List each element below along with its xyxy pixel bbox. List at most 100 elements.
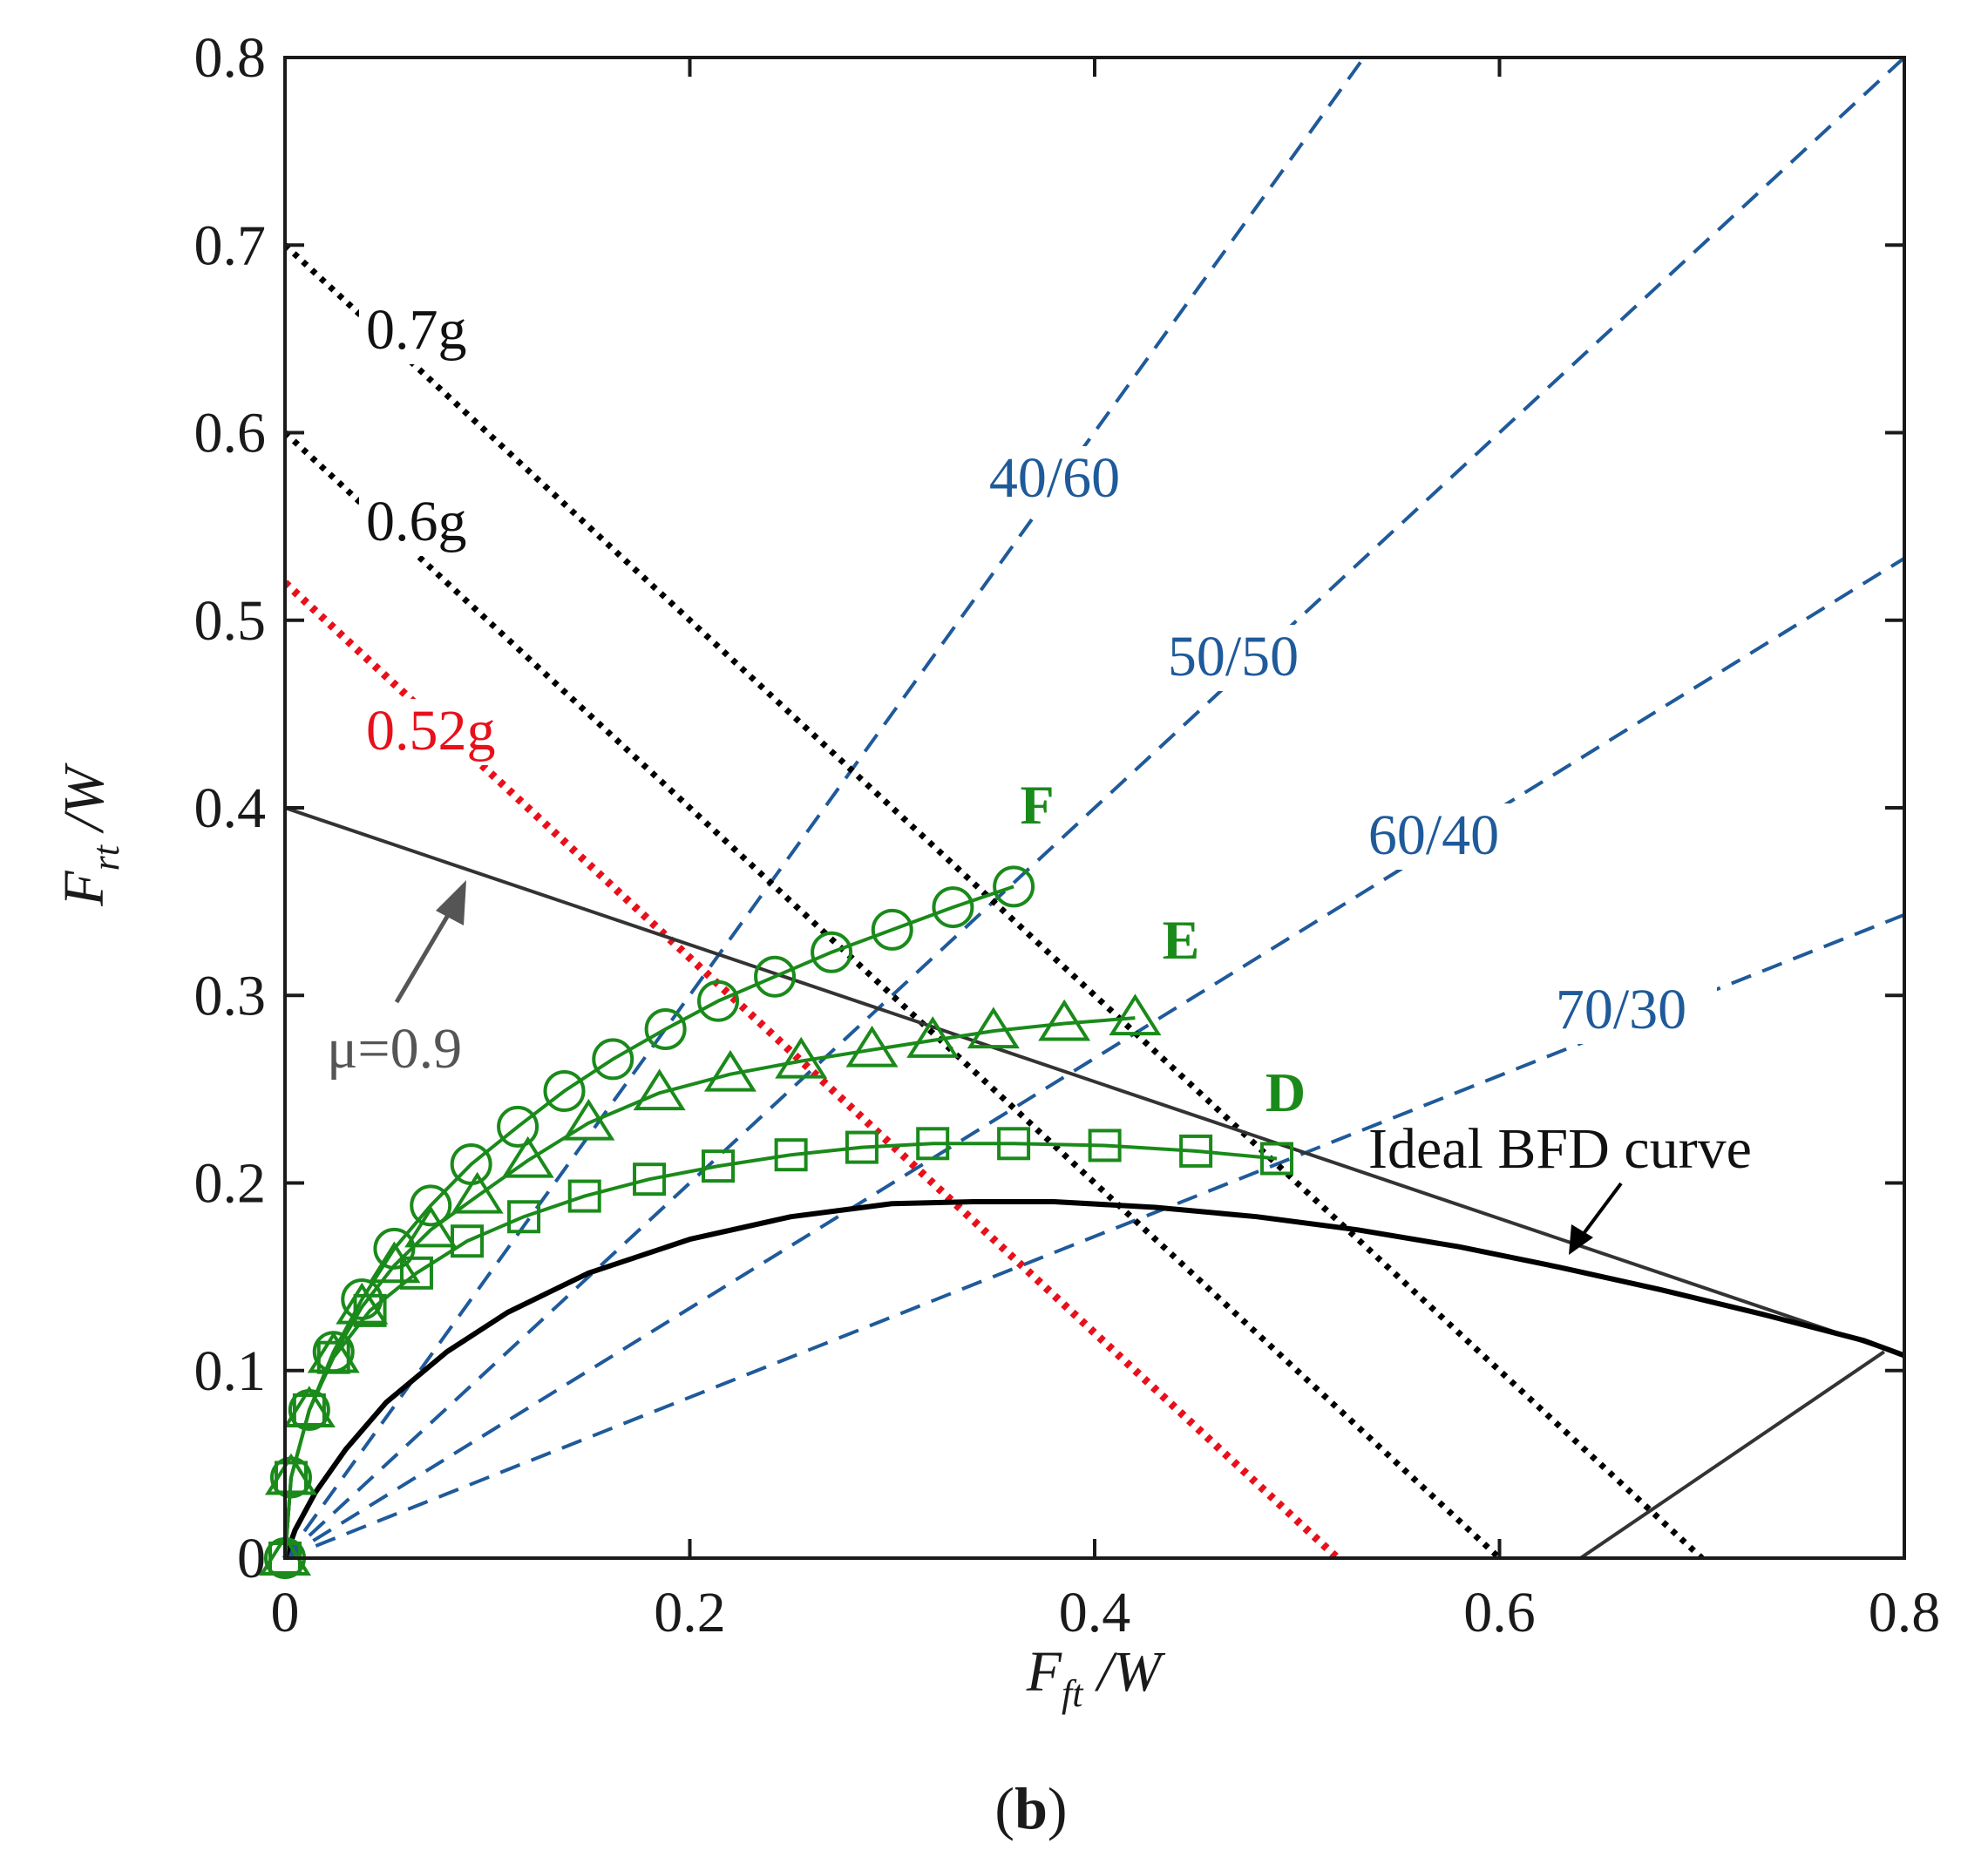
decel-label-bg-1 — [359, 490, 499, 556]
ideal-curve-label: Ideal BFD curve — [1368, 1117, 1752, 1181]
ratio-label-bg-3 — [1525, 978, 1717, 1044]
friction-label: μ=0.9 — [327, 1017, 462, 1081]
series-D-point-3 — [316, 1340, 350, 1374]
series-F-point-11 — [644, 1007, 687, 1050]
ratio-lines — [285, 58, 1904, 1558]
series-E — [258, 993, 1162, 1576]
x-tick-label: 0.2 — [654, 1581, 726, 1644]
decel-label-bg-0 — [359, 298, 499, 364]
x-axis-label: Fft /W — [1026, 1640, 1166, 1715]
y-axis-label-main: F — [52, 871, 116, 907]
series-F-point-9 — [543, 1070, 586, 1113]
data-series — [258, 865, 1294, 1579]
decel-line-0-7g — [285, 242, 1705, 1558]
y-tick-label: 0.8 — [194, 26, 267, 90]
series-F-point-13 — [754, 955, 797, 998]
series-D-point-17 — [1260, 1142, 1294, 1176]
x-tick-label: 0 — [271, 1581, 300, 1644]
y-tick-label: 0.6 — [194, 402, 267, 465]
series-D-point-4 — [353, 1293, 387, 1327]
ideal-curve-arrow-shaft — [1576, 1182, 1623, 1244]
tick-labels: 0 0.2 0.4 0.6 0.8 0 0.1 0.2 0.3 0.4 0.5 0.6 0.7 0.8 — [194, 26, 1941, 1644]
ratio-label-bg-1 — [1137, 625, 1329, 691]
friction-arrow-shaft — [394, 905, 456, 1004]
ratio-label: 70/30 — [1556, 978, 1686, 1041]
ratio-label-bg-0 — [959, 446, 1150, 512]
y-axis-label-sub: rt — [85, 844, 127, 871]
series-F-point-6 — [410, 1184, 452, 1227]
ratio-label: 60/40 — [1368, 803, 1499, 867]
y-tick-label: 0.3 — [194, 964, 267, 1027]
series-E-point-11 — [703, 1049, 757, 1092]
series-label: F — [1020, 774, 1054, 836]
ideal-curve-arrow-head — [1569, 1224, 1593, 1255]
caption-letter: b — [1014, 1775, 1048, 1841]
x-axis-label-rest: /W — [1082, 1640, 1165, 1704]
y-tick-label: 0.2 — [194, 1152, 267, 1216]
caption-paren-close: ) — [1048, 1775, 1068, 1841]
series-E-point-7 — [451, 1171, 504, 1214]
ratio-line-40-60 — [285, 58, 1366, 1558]
series-F-point-15 — [871, 908, 913, 951]
series-D-point-9 — [633, 1162, 667, 1196]
friction-line — [285, 806, 1904, 1558]
series-F-point-12 — [697, 979, 740, 1022]
ratio-line-70-30 — [285, 912, 1904, 1558]
series-D-point-6 — [451, 1224, 485, 1258]
y-tick-label: 0 — [237, 1527, 266, 1590]
series-F-point-14 — [811, 931, 853, 973]
y-tick-label: 0.4 — [194, 776, 267, 840]
ratio-label: 40/60 — [989, 446, 1120, 510]
x-tick-label: 0.6 — [1463, 1581, 1536, 1644]
series-E-point-16 — [1038, 999, 1091, 1041]
series-E-point-13 — [845, 1025, 899, 1068]
series-E-point-17 — [1109, 993, 1162, 1036]
series-D-point-13 — [916, 1127, 950, 1161]
series-D-point-7 — [507, 1200, 541, 1234]
decel-label: 0.7g — [366, 298, 467, 362]
series-D-point-12 — [845, 1130, 879, 1164]
y-axis-label: Frt /W — [52, 763, 127, 907]
deceleration-lines — [285, 242, 1705, 1558]
series-F-point-16 — [932, 886, 974, 929]
x-axis-label-main: F — [1026, 1640, 1062, 1704]
series-E-point-14 — [906, 1016, 960, 1058]
ideal-bfd-curve — [282, 1199, 1906, 1560]
x-tick-label: 0.4 — [1059, 1581, 1131, 1644]
series-D-point-8 — [567, 1179, 601, 1213]
caption-paren-open: ( — [994, 1775, 1014, 1841]
decel-label: 0.6g — [366, 490, 467, 553]
plot-axes — [283, 56, 1906, 1560]
ratio-line-60-40 — [285, 557, 1904, 1558]
series-D — [268, 1127, 1294, 1575]
series-E-point-8 — [501, 1135, 554, 1178]
series-D-point-5 — [399, 1256, 433, 1290]
series-E-point-9 — [562, 1098, 615, 1141]
x-tick-label: 0.8 — [1869, 1581, 1941, 1644]
x-axis-label-sub: ft — [1062, 1672, 1084, 1715]
ratio-line-50-50 — [285, 58, 1904, 1558]
figure-caption: (b) — [994, 1775, 1067, 1841]
y-tick-label: 0.7 — [194, 214, 267, 277]
series-E-point-12 — [775, 1036, 828, 1079]
series-D-point-10 — [702, 1149, 736, 1183]
series-D-point-11 — [774, 1138, 808, 1172]
decel-label-bg-2 — [359, 699, 533, 765]
series-F-point-17 — [993, 865, 1035, 908]
series-D-point-15 — [1088, 1129, 1122, 1162]
series-D-point-16 — [1179, 1134, 1213, 1168]
series-E-point-15 — [967, 1007, 1020, 1049]
y-axis-label-rest: /W — [52, 763, 116, 845]
decel-line-0-52g — [285, 580, 1340, 1558]
decel-label: 0.52g — [366, 699, 496, 763]
series-label: D — [1265, 1061, 1306, 1123]
series-D-point-2 — [292, 1393, 326, 1427]
series-D-point-1 — [274, 1461, 308, 1495]
series-E-point-10 — [633, 1068, 686, 1111]
friction-line-upper — [285, 806, 1904, 1358]
series-E-point-6 — [404, 1205, 458, 1248]
series-label: E — [1163, 909, 1200, 971]
ratio-label: 50/50 — [1168, 625, 1299, 688]
